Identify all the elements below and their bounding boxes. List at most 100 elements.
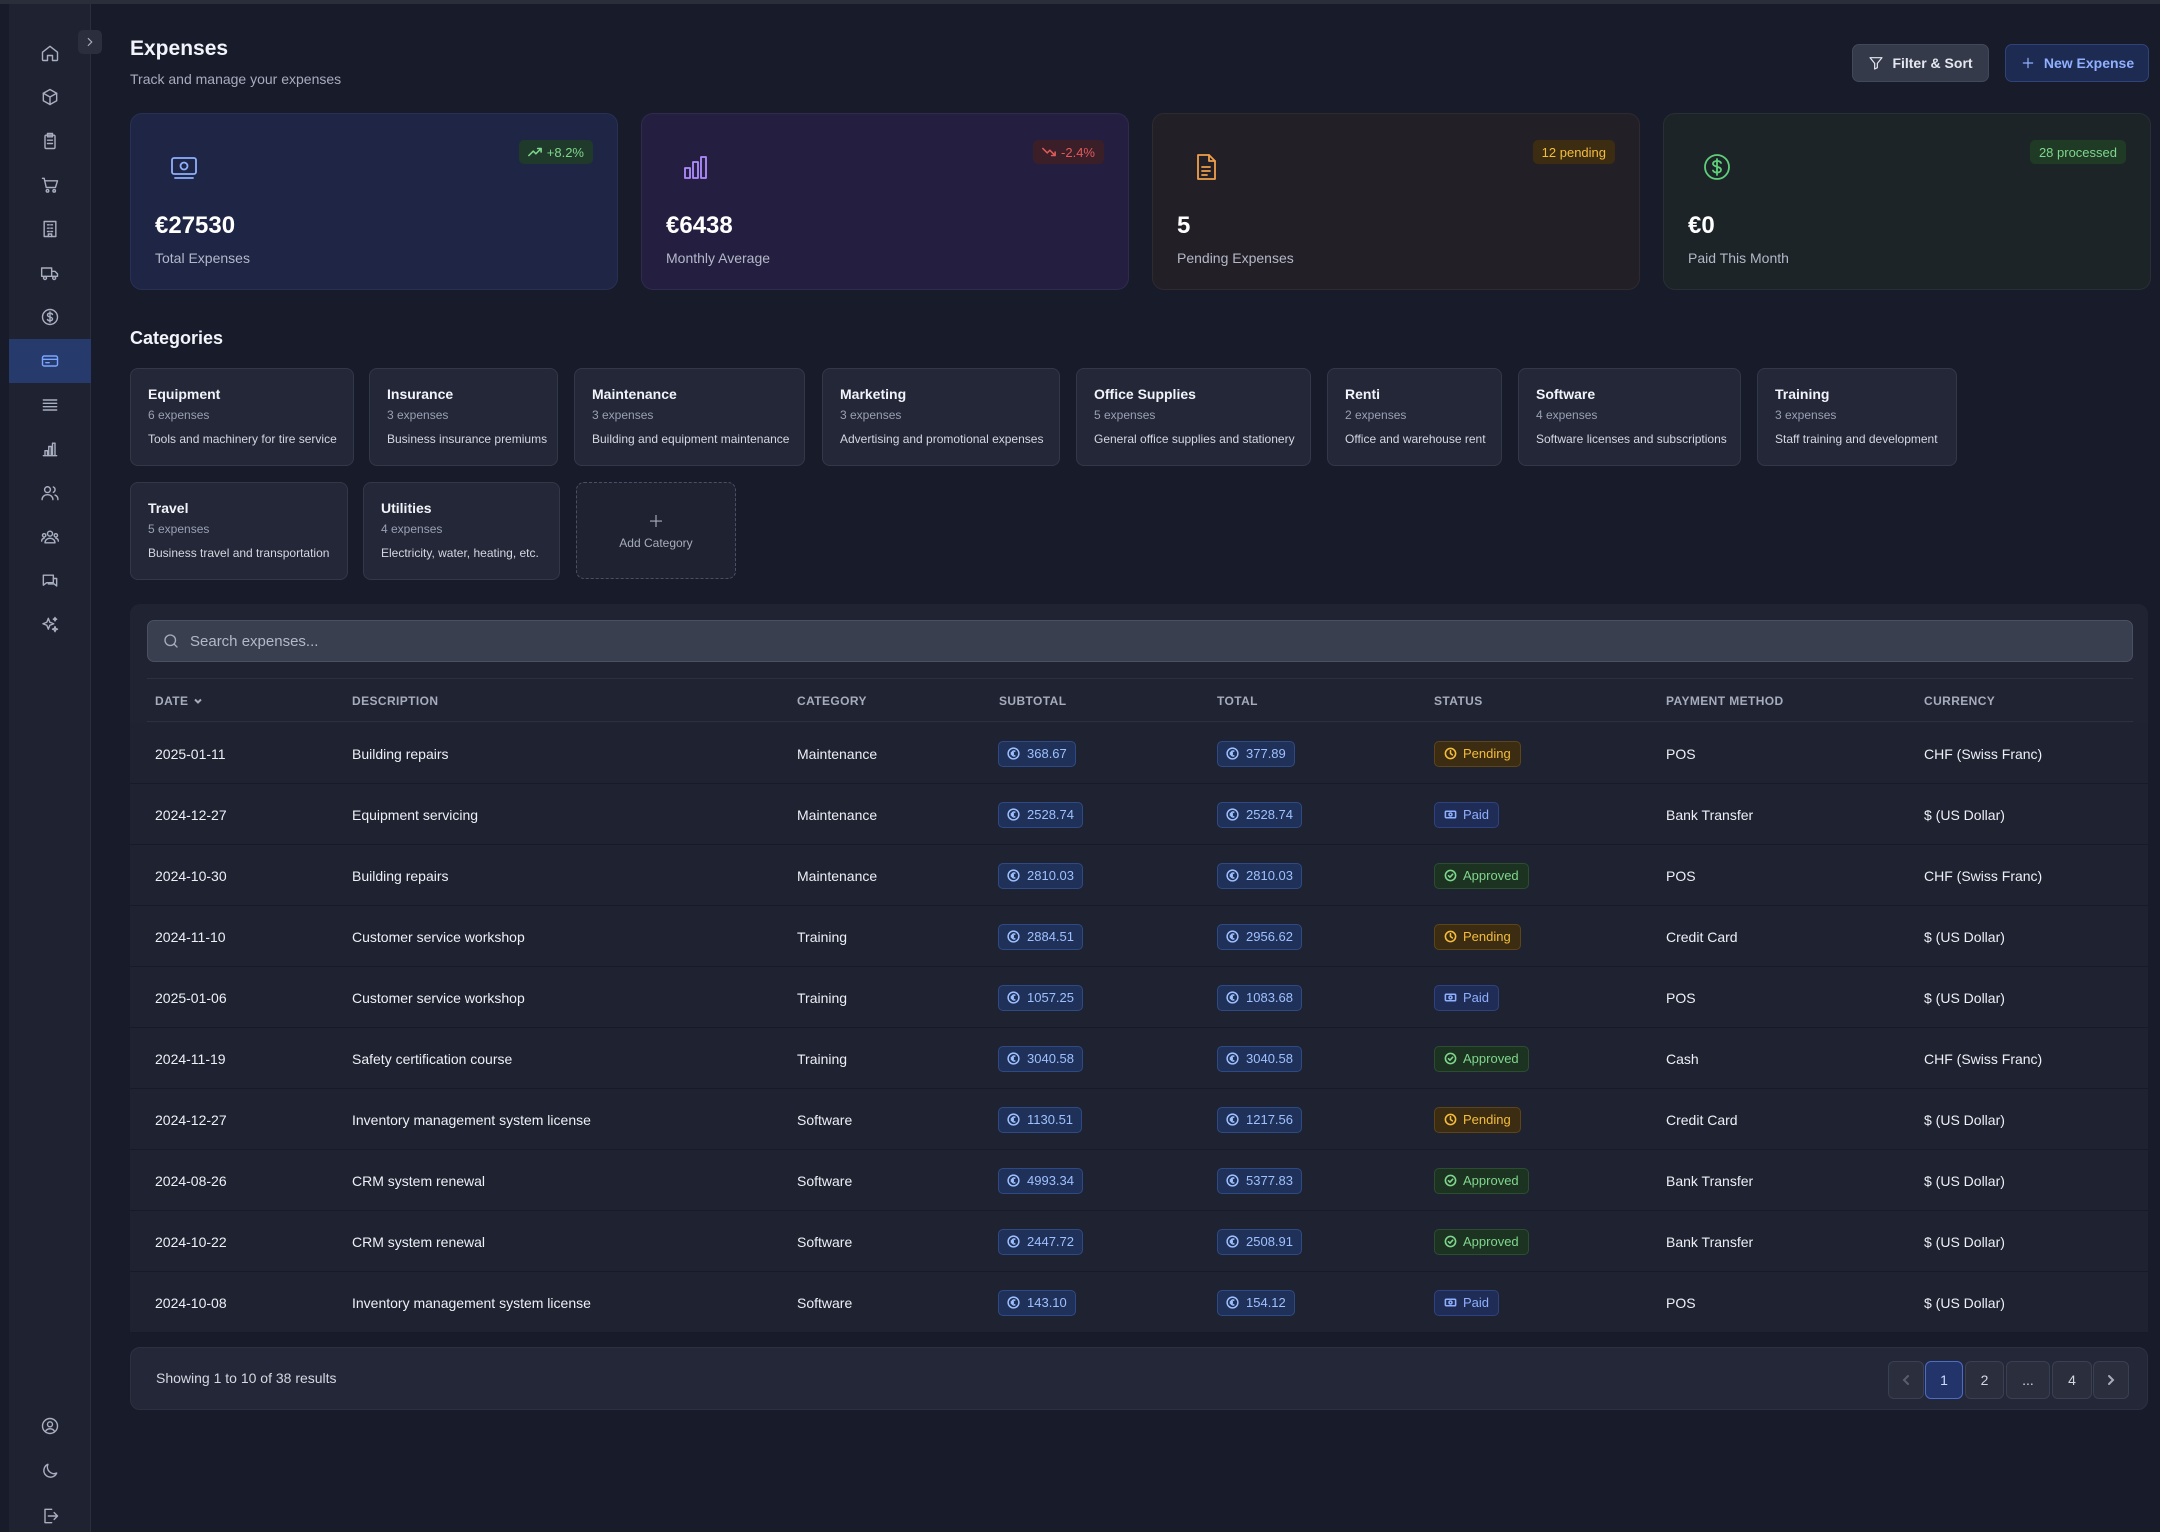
cell-payment-method: Credit Card xyxy=(1666,1111,1738,1128)
cell-category: Software xyxy=(797,1233,853,1250)
category-card-maintenance[interactable]: Maintenance 3 expenses Building and equipm… xyxy=(574,368,805,466)
table-row[interactable]: 2024-10-30 Building repairs Maintenance 281… xyxy=(130,845,2148,906)
subtotal-amount: 1057.25 xyxy=(998,984,1083,1011)
page-button-4[interactable]: 4 xyxy=(2052,1361,2092,1399)
cell-total: 377.89 xyxy=(1217,723,1295,784)
table-row[interactable]: 2025-01-06 Customer service workshop Train… xyxy=(130,967,2148,1028)
window-top-border xyxy=(0,0,2160,4)
subtotal-amount: 2884.51 xyxy=(998,923,1083,950)
chevron-down-icon xyxy=(194,698,203,704)
sidebar-item-profile[interactable] xyxy=(9,1404,91,1448)
sidebar-item-expenses[interactable] xyxy=(9,339,91,383)
box-icon xyxy=(42,88,58,106)
truck-icon xyxy=(40,267,59,281)
bar-chart-icon xyxy=(680,152,710,182)
category-card-office-supplies[interactable]: Office Supplies 5 expenses General office … xyxy=(1076,368,1311,466)
cell-payment-method: POS xyxy=(1666,867,1696,884)
search-input[interactable] xyxy=(190,632,2090,650)
cell-currency: $ (US Dollar) xyxy=(1924,1294,2005,1311)
sidebar-toggle-button[interactable] xyxy=(78,30,102,54)
euro-icon xyxy=(1007,930,1020,943)
sidebar-item-logout[interactable] xyxy=(9,1494,91,1532)
category-card-insurance[interactable]: Insurance 3 expenses Business insurance pr… xyxy=(369,368,558,466)
next-page-button[interactable] xyxy=(2093,1361,2129,1399)
processed-badge: 28 processed xyxy=(2029,140,2126,164)
sidebar-item-customers[interactable] xyxy=(9,471,91,515)
cell-status: Pending xyxy=(1434,906,1521,967)
filter-icon xyxy=(1869,57,1884,70)
table-row[interactable]: 2024-11-10 Customer service workshop Train… xyxy=(130,906,2148,967)
category-card-utilities[interactable]: Utilities 4 expenses Electricity, water, h… xyxy=(363,482,560,580)
table-row[interactable]: 2024-10-08 Inventory management system li… xyxy=(130,1272,2148,1333)
new-expense-button[interactable]: New Expense xyxy=(2005,44,2149,82)
sidebar-item-orders[interactable] xyxy=(9,119,91,163)
sidebar-item-theme[interactable] xyxy=(9,1449,91,1493)
total-amount: 1083.68 xyxy=(1217,984,1302,1011)
cell-total: 154.12 xyxy=(1217,1272,1295,1333)
column-header-status: STATUS xyxy=(1434,694,1483,708)
cell-subtotal: 368.67 xyxy=(998,723,1076,784)
cell-category: Software xyxy=(797,1111,853,1128)
column-header-currency: CURRENCY xyxy=(1924,694,1996,708)
page-ellipsis: ... xyxy=(2006,1361,2050,1399)
cell-category: Software xyxy=(797,1172,853,1189)
cell-status: Approved xyxy=(1434,1028,1529,1089)
table-row[interactable]: 2024-12-27 Equipment servicing Maintenance… xyxy=(130,784,2148,845)
euro-icon xyxy=(1226,1052,1239,1065)
sidebar-item-shop[interactable] xyxy=(9,163,91,207)
cell-subtotal: 3040.58 xyxy=(998,1028,1083,1089)
table-row[interactable]: 2024-08-26 CRM system renewal Software 4993… xyxy=(130,1150,2148,1211)
euro-icon xyxy=(1226,930,1239,943)
prev-page-button[interactable] xyxy=(1888,1361,1924,1399)
list-icon xyxy=(42,399,58,411)
category-card-marketing[interactable]: Marketing 3 expenses Advertising and promo… xyxy=(822,368,1060,466)
table-row[interactable]: 2025-01-11 Building repairs Maintenance 368… xyxy=(130,723,2148,784)
stat-value: €0 xyxy=(1688,212,1715,239)
page-button-2[interactable]: 2 xyxy=(1965,1361,2004,1399)
cell-date: 2024-10-30 xyxy=(155,867,227,884)
filter-sort-button[interactable]: Filter & Sort xyxy=(1852,44,1989,82)
sidebar-item-home[interactable] xyxy=(9,31,91,75)
cell-subtotal: 2810.03 xyxy=(998,845,1083,906)
sidebar-item-finance[interactable] xyxy=(9,295,91,339)
search-bar xyxy=(147,620,2133,662)
cell-payment-method: Bank Transfer xyxy=(1666,1172,1754,1189)
dollar-circle-icon xyxy=(1702,152,1732,182)
sidebar-item-reports[interactable] xyxy=(9,427,91,471)
sidebar-item-team[interactable] xyxy=(9,515,91,559)
page-subtitle: Track and manage your expenses xyxy=(130,71,342,87)
check-circle-icon xyxy=(1444,1235,1457,1248)
sidebar-item-products[interactable] xyxy=(9,75,91,119)
column-header-date[interactable]: DATE xyxy=(155,694,204,708)
table-row[interactable]: 2024-11-19 Safety certification course Tra… xyxy=(130,1028,2148,1089)
credit-card-icon xyxy=(41,355,59,367)
sidebar-item-delivery[interactable] xyxy=(9,251,91,295)
cell-status: Paid xyxy=(1434,1272,1500,1333)
page-title: Expenses xyxy=(130,37,229,60)
sidebar-item-records[interactable] xyxy=(9,383,91,427)
chevron-right-icon xyxy=(2108,1375,2115,1385)
new-expense-label: New Expense xyxy=(2043,55,2135,71)
category-card-travel[interactable]: Travel 5 expenses Business travel and tran… xyxy=(130,482,348,580)
category-card-training[interactable]: Training 3 expenses Staff training and dev… xyxy=(1757,368,1957,466)
status-badge: Approved xyxy=(1434,1045,1529,1072)
stat-label: Monthly Average xyxy=(666,250,771,266)
category-card-software[interactable]: Software 4 expenses Software licenses and … xyxy=(1518,368,1741,466)
total-amount: 3040.58 xyxy=(1217,1045,1302,1072)
status-badge: Pending xyxy=(1434,740,1521,767)
euro-icon xyxy=(1007,747,1020,760)
sidebar-item-messages[interactable] xyxy=(9,559,91,603)
sidebar-item-ai[interactable] xyxy=(9,603,91,647)
category-card-renti[interactable]: Renti 2 expenses Office and warehouse rent xyxy=(1327,368,1502,466)
total-amount: 377.89 xyxy=(1217,740,1295,767)
moon-icon xyxy=(43,1463,58,1478)
euro-icon xyxy=(1007,1113,1020,1126)
sidebar-item-buildings[interactable] xyxy=(9,207,91,251)
page-button-1[interactable]: 1 xyxy=(1925,1361,1963,1399)
subtotal-amount: 1130.51 xyxy=(998,1106,1083,1133)
table-row[interactable]: 2024-10-22 CRM system renewal Software 2447… xyxy=(130,1211,2148,1272)
category-card-equipment[interactable]: Equipment 6 expenses Tools and machinery f… xyxy=(130,368,354,466)
add-category-button[interactable]: Add Category xyxy=(576,482,736,579)
euro-icon xyxy=(1007,1296,1020,1309)
table-row[interactable]: 2024-12-27 Inventory management system li… xyxy=(130,1089,2148,1150)
